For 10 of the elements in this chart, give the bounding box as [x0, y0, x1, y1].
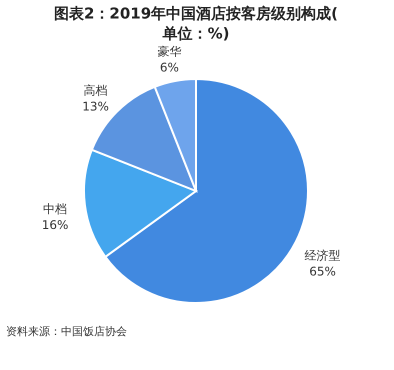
- slice-label: 经济型: [304, 248, 341, 262]
- data-label: 6%: [160, 60, 179, 75]
- chart-title: 图表2：2019年中国酒店按客房级别构成(单位：%): [54, 4, 338, 43]
- data-label: 16%: [42, 218, 68, 232]
- slice-label: 中档: [43, 202, 68, 216]
- slice-label: 高档: [84, 84, 108, 98]
- data-label: 65%: [309, 264, 336, 278]
- text: 资料来源：中国饭店协会: [6, 324, 128, 339]
- data-label: 13%: [82, 100, 109, 114]
- slice-label: 豪华: [157, 44, 182, 59]
